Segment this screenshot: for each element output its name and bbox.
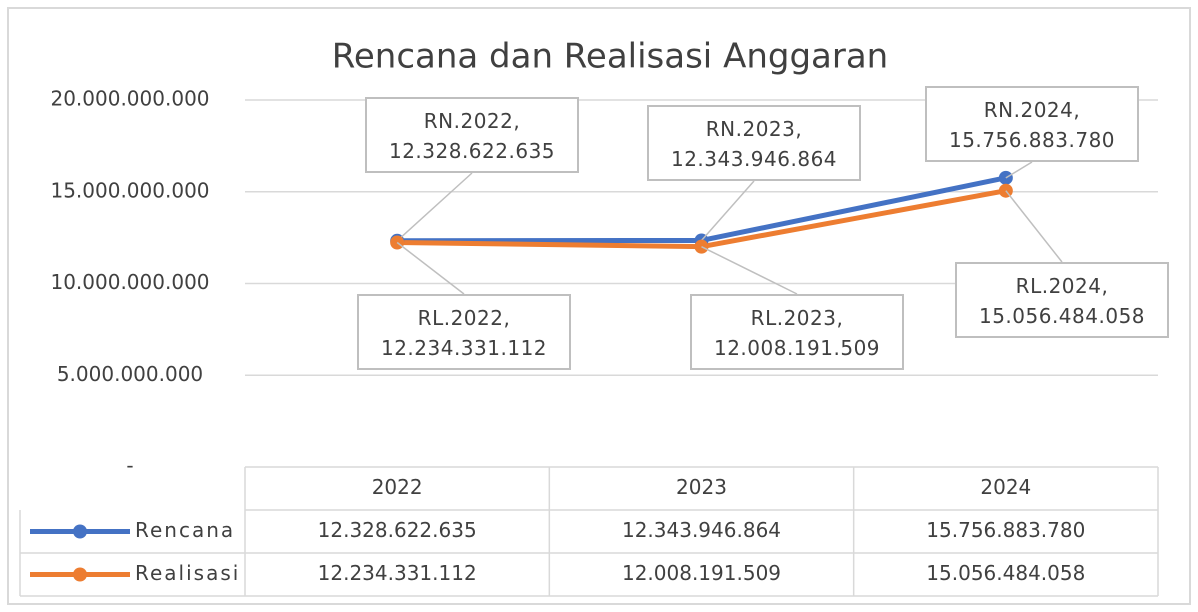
y-tick-label: - bbox=[126, 454, 133, 478]
x-tick-label: 2023 bbox=[676, 475, 727, 499]
leader-line bbox=[1005, 161, 1033, 179]
leader-line bbox=[1005, 190, 1063, 263]
data-label: RL.2023, 12.008.191.509 bbox=[690, 294, 904, 370]
chart-title: Rencana dan Realisasi Anggaran bbox=[332, 37, 888, 77]
data-label: RL.2022, 12.234.331.112 bbox=[357, 294, 571, 370]
table-cell: 12.343.946.864 bbox=[622, 518, 781, 542]
table-cell: 12.328.622.635 bbox=[318, 518, 477, 542]
table-cell: 15.756.883.780 bbox=[926, 518, 1085, 542]
data-label: RN.2024, 15.756.883.780 bbox=[925, 86, 1139, 162]
leader-line bbox=[700, 180, 755, 241]
legend-marker bbox=[73, 524, 87, 539]
leader-line bbox=[396, 241, 465, 295]
data-label: RL.2024, 15.056.484.058 bbox=[955, 262, 1169, 338]
legend-label: Rencana bbox=[135, 518, 235, 542]
y-tick-label: 20.000.000.000 bbox=[50, 87, 209, 111]
legend-label: Realisasi bbox=[135, 561, 240, 585]
leader-line bbox=[701, 245, 798, 295]
data-label: RN.2023, 12.343.946.864 bbox=[647, 105, 861, 181]
y-tick-label: 10.000.000.000 bbox=[50, 270, 209, 294]
table-cell: 15.056.484.058 bbox=[926, 561, 1085, 585]
data-label: RN.2022, 12.328.622.635 bbox=[365, 97, 579, 173]
y-tick-label: 5.000.000.000 bbox=[57, 362, 203, 386]
table-cell: 12.008.191.509 bbox=[622, 561, 781, 585]
x-tick-label: 2024 bbox=[980, 475, 1031, 499]
leader-line bbox=[396, 172, 473, 242]
y-tick-label: 15.000.000.000 bbox=[50, 178, 209, 202]
x-tick-label: 2022 bbox=[372, 475, 423, 499]
table-cell: 12.234.331.112 bbox=[318, 561, 477, 585]
legend-marker bbox=[73, 567, 87, 582]
